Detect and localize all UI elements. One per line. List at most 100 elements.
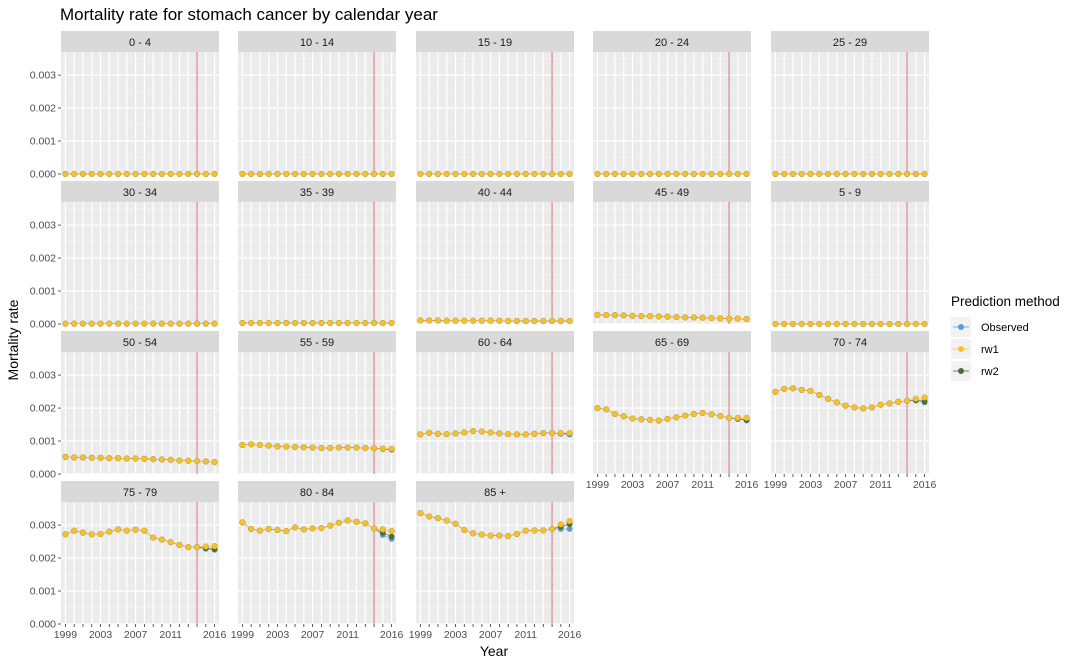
rw1-point <box>452 430 459 437</box>
rw1-point <box>114 320 122 327</box>
rw1-point <box>594 405 601 412</box>
rw1-point <box>123 170 130 178</box>
rw1-point <box>664 415 671 423</box>
rw1-point <box>123 455 130 462</box>
rw1-point <box>362 444 369 452</box>
rw1-point <box>921 394 928 401</box>
facet-strip <box>61 181 219 202</box>
facet-panel: 70 - 74 1999 2003 2007 2011 2016 <box>764 331 936 491</box>
legend-label: Observed <box>981 322 1029 334</box>
legend: Prediction method Observed rw1 rw2 <box>951 294 1060 381</box>
panel-background <box>416 352 574 474</box>
facet-panel: 20 - 24 <box>593 31 751 178</box>
rw1-point <box>673 170 680 178</box>
rw1-point <box>921 320 928 328</box>
rw1-point <box>283 170 290 178</box>
rw1-point <box>150 170 157 178</box>
rw1-point <box>106 320 113 327</box>
rw1-point <box>789 320 797 328</box>
y-tick-label: 0.001 <box>30 286 56 298</box>
panel-background <box>771 52 929 174</box>
rw1-point <box>443 431 450 438</box>
rw1-point <box>379 170 386 178</box>
legend-key-point <box>958 346 964 352</box>
rw1-point <box>734 414 741 422</box>
facet-strip <box>416 31 574 52</box>
rw1-point <box>434 430 442 437</box>
rw1-point <box>886 400 893 407</box>
rw1-point <box>239 319 246 327</box>
y-tick-label: 0.003 <box>30 70 56 82</box>
rw1-point <box>708 170 715 178</box>
rw1-point <box>781 320 788 328</box>
rw1-point <box>362 520 369 527</box>
legend-title: Prediction method <box>951 294 1060 309</box>
rw1-point <box>248 319 255 327</box>
x-tick-label: 1999 <box>54 629 78 641</box>
rw1-point <box>176 170 183 178</box>
rw1-point <box>256 170 264 178</box>
rw1-point <box>443 317 450 324</box>
facet-label: 65 - 69 <box>655 337 689 349</box>
rw1-point <box>629 312 636 319</box>
facet-label: 60 - 64 <box>478 337 512 349</box>
rw1-point <box>903 170 911 178</box>
rw1-point <box>868 404 876 411</box>
rw1-point <box>877 401 884 408</box>
rw1-point <box>505 317 512 325</box>
rw1-point <box>202 170 209 178</box>
rw1-point <box>903 397 911 404</box>
facet-strip <box>238 31 396 52</box>
rw1-point <box>851 320 858 328</box>
rw1-point <box>344 319 351 327</box>
rw1-point <box>202 543 209 550</box>
rw1-point <box>513 530 521 538</box>
rw1-point <box>239 519 246 526</box>
x-tick-label: 2003 <box>799 479 823 491</box>
rw1-point <box>426 429 433 436</box>
rw1-point <box>540 317 547 325</box>
rw1-point <box>557 430 564 437</box>
rw1-point <box>265 319 272 327</box>
observed-point <box>566 526 573 532</box>
rw1-point <box>194 170 201 178</box>
panel-background <box>238 502 396 624</box>
panel-background <box>61 352 219 474</box>
rw1-point <box>202 320 209 327</box>
rw1-point <box>699 170 706 178</box>
rw1-point <box>417 510 424 517</box>
y-tick-label: 0.000 <box>30 319 56 331</box>
y-tick-label: 0.001 <box>30 436 56 448</box>
x-tick-label: 2003 <box>89 629 113 641</box>
rw1-point <box>443 517 450 524</box>
rw1-point <box>522 170 529 178</box>
rw1-point <box>167 539 174 546</box>
rw1-point <box>540 527 547 534</box>
rw1-point <box>522 317 529 325</box>
rw1-point <box>851 170 858 178</box>
rw1-point <box>379 319 386 327</box>
facet-label: 40 - 44 <box>478 187 512 199</box>
y-tick-label: 0.001 <box>30 586 56 598</box>
rw1-point <box>71 527 78 534</box>
rw1-point <box>344 170 351 178</box>
rw1-point <box>362 319 369 327</box>
rw1-point <box>487 317 494 324</box>
facet-strip <box>416 481 574 502</box>
rw1-point <box>318 319 325 327</box>
x-tick-label: 2011 <box>159 629 182 641</box>
rw1-point <box>611 410 619 418</box>
rw2-point <box>921 399 928 405</box>
rw1-point <box>452 170 459 178</box>
rw1-point <box>292 443 299 451</box>
facet-label: 80 - 84 <box>300 487 334 499</box>
rw1-point <box>655 313 662 320</box>
rw1-point <box>106 528 113 535</box>
rw1-point <box>123 320 130 327</box>
rw1-point <box>426 513 433 520</box>
rw1-point <box>646 313 654 320</box>
rw1-point <box>97 320 104 327</box>
rw1-point <box>717 315 724 322</box>
rw1-point <box>611 170 619 178</box>
rw1-point <box>886 320 893 328</box>
